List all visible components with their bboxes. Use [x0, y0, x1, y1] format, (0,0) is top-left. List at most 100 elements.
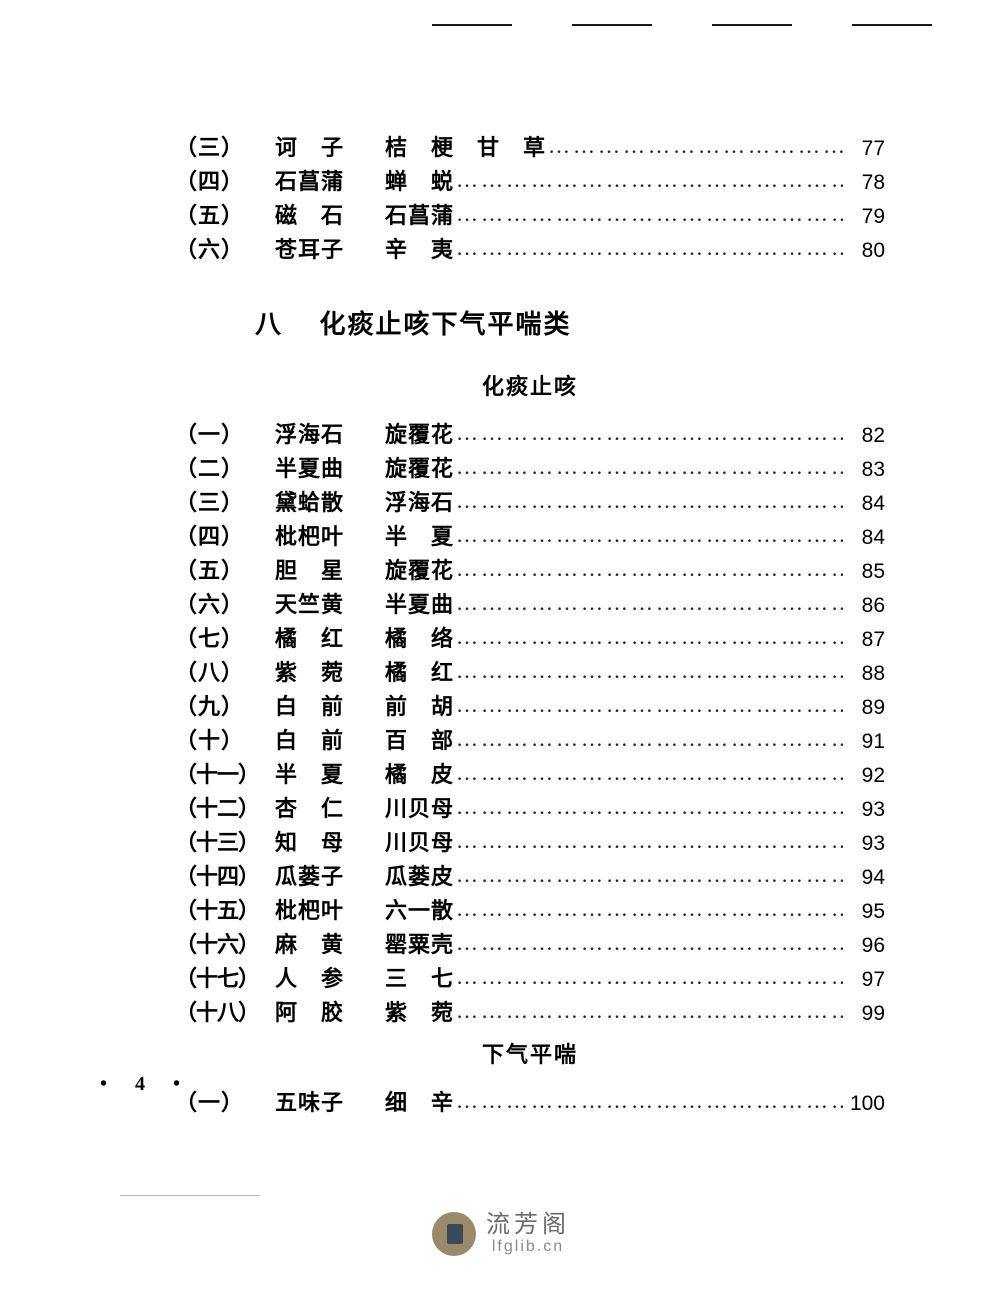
entry-page: 93	[843, 798, 885, 822]
entry-term-1: 紫 菀	[275, 655, 385, 687]
entry-number: （四）	[175, 519, 275, 551]
entry-number: （十三）	[175, 825, 275, 857]
entry-page: 100	[843, 1092, 885, 1116]
entry-number: （一）	[175, 417, 275, 449]
entry-page: 80	[843, 239, 885, 263]
entry-page: 99	[843, 1002, 885, 1026]
leader-dots: …………………………………………………………………………	[454, 522, 843, 548]
entry-page: 88	[843, 662, 885, 686]
leader-dots: …………………………………………………………………………	[454, 201, 843, 227]
entry-term-1: 浮海石	[275, 417, 385, 449]
entry-page: 77	[843, 137, 885, 161]
section-title: 八 化痰止咳下气平喘类	[255, 304, 885, 341]
toc-line: （三）黛蛤散浮海石…………………………………………………………………………84	[175, 485, 885, 519]
entry-term-1: 知 母	[275, 825, 385, 857]
toc-line: （八）紫 菀橘 红…………………………………………………………………………88	[175, 655, 885, 689]
entry-page: 87	[843, 628, 885, 652]
entry-number: （十五）	[175, 893, 275, 925]
leader-dots: …………………………………………………………………………	[454, 658, 843, 684]
section-text: 化痰止咳下气平喘类	[320, 310, 572, 339]
entry-term-1: 苍耳子	[275, 232, 385, 264]
entry-number: （四）	[175, 164, 275, 196]
entry-page: 96	[843, 934, 885, 958]
toc-line: （十）白 前百 部…………………………………………………………………………91	[175, 723, 885, 757]
entry-term-2: 蝉 蜕	[385, 164, 454, 196]
entry-page: 86	[843, 594, 885, 618]
leader-dots: …………………………………………………………………………	[454, 454, 843, 480]
entry-term-1: 枇杷叶	[275, 519, 385, 551]
entry-page: 94	[843, 866, 885, 890]
entry-term-1: 胆 星	[275, 553, 385, 585]
entry-term-2: 紫 菀	[385, 995, 454, 1027]
subgroup2-title: 下气平喘	[175, 1037, 885, 1069]
entry-term-1: 石菖蒲	[275, 164, 385, 196]
toc-line: （二）半夏曲旋覆花…………………………………………………………………………83	[175, 451, 885, 485]
leader-dots: …………………………………………………………………………	[454, 488, 843, 514]
scan-artifact	[120, 1195, 260, 1196]
entry-number: （六）	[175, 587, 275, 619]
leader-dots: …………………………………………………………………………	[454, 1088, 843, 1114]
entry-number: （十）	[175, 723, 275, 755]
toc-line: （四）石菖蒲蝉 蜕…………………………………………………………………………78	[175, 164, 885, 198]
entry-term-1: 枇杷叶	[275, 893, 385, 925]
entry-number: （九）	[175, 689, 275, 721]
leader-dots: …………………………………………………………………………	[454, 794, 843, 820]
entry-page: 85	[843, 560, 885, 584]
entry-term-2: 橘 红	[385, 655, 454, 687]
watermark-main: 流芳阁	[486, 1212, 570, 1238]
leader-dots: …………………………………………………………………………	[454, 760, 843, 786]
entry-page: 93	[843, 832, 885, 856]
toc-line: （六）苍耳子辛 夷…………………………………………………………………………80	[175, 232, 885, 266]
toc-line: （一）五味子细 辛…………………………………………………………………………100	[175, 1085, 885, 1119]
toc-line: （七）橘 红橘 络…………………………………………………………………………87	[175, 621, 885, 655]
leader-dots: …………………………………………………………………………	[454, 692, 843, 718]
entry-term-2: 旋覆花	[385, 417, 454, 449]
entry-page: 84	[843, 492, 885, 516]
toc-page: （三）诃 子桔 梗 甘 草…………………………………………………………………………	[175, 130, 885, 1119]
entry-page: 82	[843, 424, 885, 448]
entry-term-1: 瓜蒌子	[275, 859, 385, 891]
entry-term-1: 诃 子	[275, 130, 385, 162]
entry-term-2: 细 辛	[385, 1085, 454, 1117]
toc-line: （十四）瓜蒌子瓜蒌皮…………………………………………………………………………94	[175, 859, 885, 893]
subgroup1-title: 化痰止咳	[175, 369, 885, 401]
toc-line: （十三）知 母川贝母…………………………………………………………………………93	[175, 825, 885, 859]
entry-page: 83	[843, 458, 885, 482]
entry-number: （十七）	[175, 961, 275, 993]
entry-term-2: 瓜蒌皮	[385, 859, 454, 891]
entry-term-1: 麻 黄	[275, 927, 385, 959]
watermark: 流芳阁 lfglib.cn	[432, 1212, 570, 1256]
entry-page: 91	[843, 730, 885, 754]
entry-term-2: 旋覆花	[385, 451, 454, 483]
toc-line: （四）枇杷叶半 夏…………………………………………………………………………84	[175, 519, 885, 553]
entry-number: （十八）	[175, 995, 275, 1027]
entry-term-2: 旋覆花	[385, 553, 454, 585]
entry-number: （十二）	[175, 791, 275, 823]
entry-term-2: 川贝母	[385, 791, 454, 823]
section-number: 八	[255, 304, 311, 341]
entry-term-1: 磁 石	[275, 198, 385, 230]
entry-term-2: 石菖蒲	[385, 198, 454, 230]
entry-number: （六）	[175, 232, 275, 264]
entry-term-1: 阿 胶	[275, 995, 385, 1027]
leader-dots: …………………………………………………………………………	[454, 828, 843, 854]
top-border-rules	[432, 24, 932, 26]
toc-line: （九）白 前前 胡…………………………………………………………………………89	[175, 689, 885, 723]
leader-dots: …………………………………………………………………………	[454, 556, 843, 582]
entry-number: （七）	[175, 621, 275, 653]
entry-number: （二）	[175, 451, 275, 483]
entry-term-1: 白 前	[275, 723, 385, 755]
entry-term-2: 川贝母	[385, 825, 454, 857]
entry-page: 89	[843, 696, 885, 720]
leader-dots: …………………………………………………………………………	[454, 590, 843, 616]
entry-number: （五）	[175, 198, 275, 230]
entry-page: 78	[843, 171, 885, 195]
entry-term-1: 黛蛤散	[275, 485, 385, 517]
entry-term-2: 前 胡	[385, 689, 454, 721]
leader-dots: …………………………………………………………………………	[454, 930, 843, 956]
leader-dots: …………………………………………………………………………	[454, 998, 843, 1024]
entry-term-2: 六一散	[385, 893, 454, 925]
toc-line: （五）磁 石石菖蒲…………………………………………………………………………79	[175, 198, 885, 232]
entry-term-2: 三 七	[385, 961, 454, 993]
entry-term-2: 辛 夷	[385, 232, 454, 264]
